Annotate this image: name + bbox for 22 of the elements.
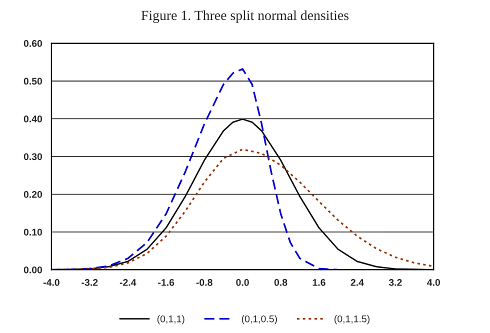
x-tick-label: 1.6: [312, 279, 326, 286]
x-tick-label: -4.0: [43, 279, 60, 286]
x-tick-label: -3.2: [82, 279, 98, 286]
chart-title: Figure 1. Three split normal densities: [141, 10, 349, 23]
y-tick-label: 0.00: [24, 266, 42, 274]
y-tick-label: 0.10: [24, 228, 42, 236]
legend-label: (0,1,0.5): [242, 315, 277, 324]
x-tick-label: -1.6: [158, 279, 174, 286]
x-tick-label: 0.8: [274, 279, 288, 286]
x-tick-label: 4.0: [427, 279, 440, 286]
legend-label: (0,1,1.5): [334, 315, 370, 324]
x-tick-label: 3.2: [388, 279, 402, 286]
y-tick-label: 0.40: [24, 116, 42, 122]
legend-label: (0,1,1): [157, 315, 184, 324]
x-tick-label: 0.0: [236, 279, 249, 286]
y-tick-label: 0.50: [24, 78, 42, 85]
x-tick-label: 2.4: [350, 279, 364, 286]
x-tick-label: -2.4: [120, 279, 136, 286]
x-tick-label: -0.8: [196, 279, 212, 286]
y-tick-label: 0.60: [24, 40, 42, 47]
y-tick-label: 0.20: [24, 190, 42, 198]
y-tick-label: 0.30: [24, 153, 42, 160]
